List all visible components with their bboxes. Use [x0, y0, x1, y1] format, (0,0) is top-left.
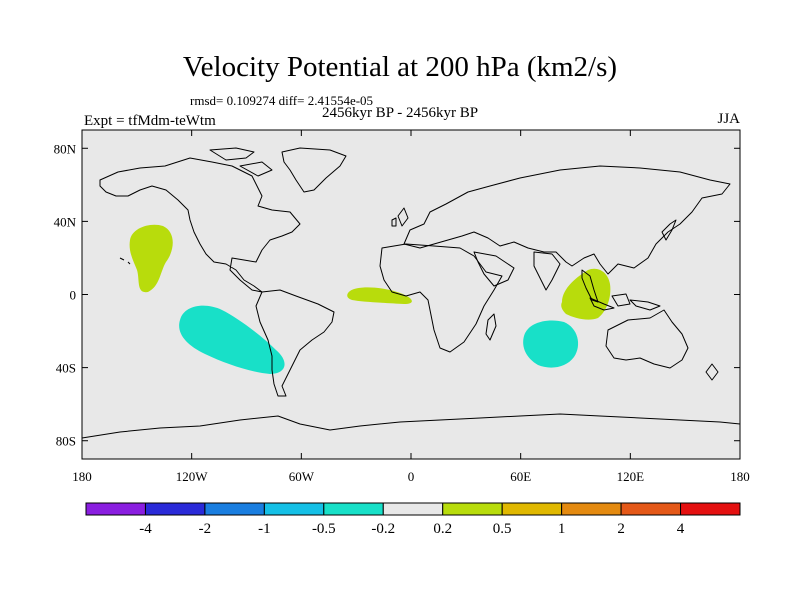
coastline-north-america	[99, 157, 301, 293]
coastline-australia	[605, 309, 689, 369]
coastline-madagascar	[485, 313, 497, 341]
lat-tick-label: 80N	[54, 141, 77, 156]
lon-tick-label: 60E	[510, 469, 531, 484]
colorbar-swatch	[263, 502, 325, 516]
coastline-arabia	[473, 251, 515, 287]
lon-tick-label: 120E	[617, 469, 645, 484]
negative-anomaly-south-indian	[523, 320, 579, 368]
colorbar-swatch	[382, 502, 444, 516]
coastline-southeast-asia	[581, 269, 599, 303]
colorbar-swatch	[680, 502, 741, 516]
coastline-africa	[379, 243, 503, 353]
positive-anomaly-indian-ocean	[561, 268, 611, 320]
negative-anomaly-south-pacific	[179, 305, 285, 374]
colorbar-swatch	[85, 502, 146, 516]
coastline-antarctica	[81, 413, 741, 439]
lon-tick-label: 0	[408, 469, 415, 484]
latitude-axis: 80N 40N 0 40S 80S	[54, 141, 740, 449]
longitude-axis: 180 120W 60W 0 60E 120E 180	[72, 130, 750, 484]
lat-tick-label: 0	[70, 288, 77, 303]
lon-tick-label: 120W	[176, 469, 209, 484]
lat-tick-label: 40N	[54, 214, 77, 229]
colorbar-swatch	[620, 502, 682, 516]
colorbar-swatch	[144, 502, 206, 516]
colorbar-swatch	[204, 502, 265, 516]
coastline-greenland	[281, 147, 347, 193]
colorbar-swatch	[501, 502, 563, 516]
time-period: 2456kyr BP - 2456kyr BP	[321, 105, 479, 121]
coastline-uk	[391, 207, 409, 227]
colorbar-swatch	[561, 502, 622, 516]
season-label: JJA	[717, 111, 740, 127]
experiment-label: Expt = tfMdm-teWtm	[84, 113, 216, 129]
colorbar-label: -0.2	[371, 521, 395, 537]
colorbar-swatch	[442, 502, 503, 516]
lon-tick-label: 180	[730, 469, 750, 484]
coastline-japan	[661, 219, 677, 241]
lon-tick-label: 60W	[289, 469, 315, 484]
colorbar-label: -1	[258, 521, 271, 537]
coastline-indonesia	[589, 293, 661, 311]
coastline-europe-asia	[403, 165, 731, 275]
colorbar-label: 1	[558, 521, 566, 537]
coastline-south-america	[255, 289, 335, 397]
rmsd-diff-stats: rmsd= 0.109274 diff= 2.41554e-05	[190, 93, 374, 108]
colorbar-label: -4	[139, 521, 152, 537]
positive-anomaly-tropical-atlantic	[347, 287, 412, 304]
colorbar-swatch	[323, 502, 384, 516]
coastline-new-zealand	[705, 363, 719, 381]
chart-title: Velocity Potential at 200 hPa (km2/s)	[182, 51, 618, 83]
lon-tick-label: 180	[72, 469, 92, 484]
coastline-india	[533, 251, 561, 291]
lat-tick-label: 80S	[56, 434, 76, 449]
coastline-hawaii	[119, 257, 131, 265]
lat-tick-label: 40S	[56, 361, 76, 376]
coastlines	[81, 147, 741, 439]
colorbar-label: 4	[677, 521, 685, 537]
positive-anomaly-north-pacific	[129, 224, 173, 293]
colorbar-label: -2	[199, 521, 212, 537]
colorbar-label: 0.5	[493, 521, 512, 537]
colorbar-label: 2	[617, 521, 625, 537]
colorbar: -4 -2 -1 -0.5 -0.2 0.2 0.5 1 2 4	[85, 502, 741, 537]
colorbar-label: 0.2	[433, 521, 452, 537]
coastline-canadian-islands	[209, 147, 273, 177]
colorbar-label: -0.5	[312, 521, 336, 537]
